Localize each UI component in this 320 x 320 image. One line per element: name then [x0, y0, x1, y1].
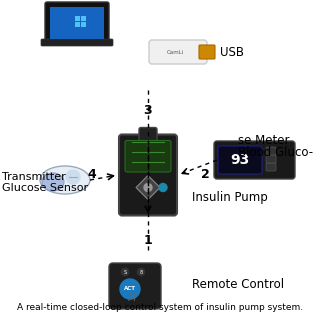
FancyBboxPatch shape [139, 127, 157, 143]
FancyBboxPatch shape [266, 163, 276, 171]
Circle shape [120, 279, 140, 299]
Text: Remote Control: Remote Control [192, 277, 284, 291]
FancyBboxPatch shape [45, 2, 109, 44]
FancyBboxPatch shape [75, 22, 80, 27]
Text: A real-time closed-loop control system of insulin pump system.: A real-time closed-loop control system o… [17, 303, 303, 312]
Text: Glucose Sensor: Glucose Sensor [2, 183, 88, 193]
FancyBboxPatch shape [109, 263, 161, 309]
Text: Insulin Pump: Insulin Pump [192, 191, 268, 204]
FancyBboxPatch shape [125, 140, 171, 172]
Text: 2: 2 [201, 169, 209, 181]
Circle shape [137, 268, 145, 276]
Text: 93: 93 [230, 153, 250, 167]
Ellipse shape [40, 166, 90, 194]
Circle shape [144, 183, 152, 191]
Circle shape [121, 268, 129, 276]
Text: S: S [124, 269, 127, 275]
FancyBboxPatch shape [41, 39, 113, 46]
Text: USB: USB [220, 45, 244, 59]
Text: 8: 8 [140, 269, 143, 275]
Text: 4: 4 [88, 169, 96, 181]
FancyBboxPatch shape [81, 16, 86, 21]
Text: se Meter: se Meter [238, 133, 290, 147]
FancyBboxPatch shape [149, 40, 207, 64]
FancyBboxPatch shape [266, 147, 276, 155]
FancyBboxPatch shape [199, 45, 215, 59]
Text: M: M [128, 293, 136, 303]
Text: CamLi: CamLi [166, 50, 184, 54]
FancyBboxPatch shape [218, 146, 262, 174]
Circle shape [159, 183, 167, 191]
Polygon shape [136, 175, 160, 199]
Ellipse shape [42, 173, 64, 191]
Text: ACT: ACT [124, 286, 136, 292]
Text: Blood Gluco-: Blood Gluco- [238, 146, 313, 158]
FancyBboxPatch shape [119, 134, 177, 215]
Text: 1: 1 [144, 234, 152, 246]
FancyBboxPatch shape [50, 7, 104, 39]
FancyBboxPatch shape [266, 155, 276, 163]
FancyBboxPatch shape [214, 141, 295, 179]
FancyBboxPatch shape [75, 16, 80, 21]
FancyBboxPatch shape [81, 22, 86, 27]
Circle shape [66, 170, 80, 184]
Text: 3: 3 [144, 103, 152, 116]
Text: Transmitter: Transmitter [2, 172, 66, 182]
